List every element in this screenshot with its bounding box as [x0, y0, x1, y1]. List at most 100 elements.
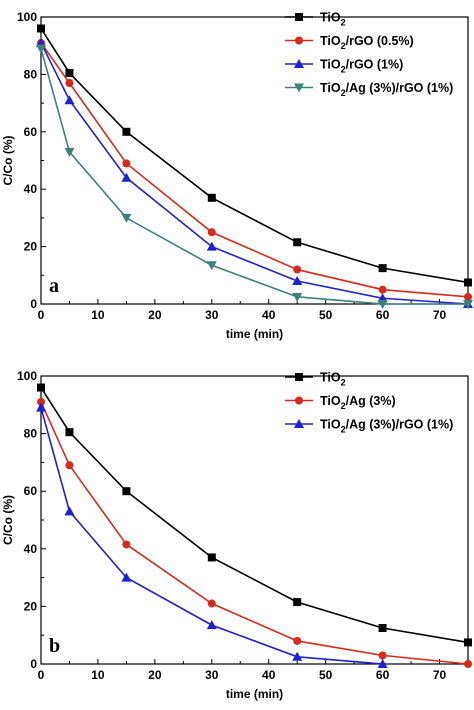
data-point [122, 127, 131, 136]
data-point [37, 397, 45, 406]
data-point [36, 44, 46, 54]
plot-frame [40, 16, 469, 305]
data-point [293, 265, 302, 274]
data-point [206, 620, 217, 630]
series-line [40, 28, 469, 284]
data-point [293, 636, 302, 645]
series [36, 37, 473, 308]
y-tick-label: 40 [24, 542, 38, 556]
x-axis-label: time (min) [226, 687, 283, 701]
legend-label-rest: /Ag (3%)/rGO (1%) [346, 418, 454, 432]
legend-label-main: TiO [320, 394, 341, 408]
y-tick-label: 20 [24, 599, 38, 613]
data-point [464, 292, 472, 301]
x-tick-label: 40 [262, 308, 276, 322]
data-point [36, 402, 46, 412]
series-line [40, 407, 383, 665]
data-point [464, 278, 472, 287]
legend-entry: TiO2/rGO (1%) [285, 58, 403, 75]
data-point [37, 24, 45, 33]
legend-label-main: TiO [320, 418, 341, 432]
legend-label: TiO2/rGO (0.5%) [320, 34, 414, 51]
legend-marker [294, 419, 304, 428]
y-tick-label: 40 [24, 182, 38, 196]
data-point [378, 285, 387, 294]
series [36, 44, 473, 309]
y-tick-label: 0 [30, 657, 37, 671]
series [37, 397, 472, 668]
legend-marker [295, 373, 303, 381]
legend-marker [295, 396, 303, 405]
data-point [378, 624, 387, 632]
legend-label-rest: /Ag (3%) [346, 394, 396, 408]
data-point [206, 261, 217, 271]
legend-label-subscript: 2 [341, 41, 346, 51]
legend-label: TiO2 [320, 11, 346, 28]
legend-label-main: TiO [320, 371, 341, 385]
series-line [40, 401, 469, 665]
x-tick-label: 70 [433, 308, 447, 322]
data-point [122, 540, 131, 549]
data-point [206, 241, 217, 251]
x-tick-label: 0 [38, 668, 45, 682]
data-point [207, 553, 216, 562]
data-point [64, 95, 75, 105]
legend-entry: TiO2/Ag (3%)/rGO (1%) [285, 418, 453, 435]
y-tick-label: 80 [24, 427, 38, 441]
panel-a: 0 10 20 30 40 50 60 70 0 20 40 60 80 100 time (min) C/C… [1, 10, 473, 341]
legend-label-main: TiO [320, 81, 341, 95]
data-point [463, 300, 473, 309]
series [37, 38, 472, 301]
x-tick-label: 70 [433, 668, 447, 682]
legend-label: TiO2 [320, 371, 346, 388]
data-point [65, 428, 74, 437]
y-tick-label: 0 [30, 297, 37, 311]
panel-b: 0 10 20 30 40 50 60 70 0 20 40 60 80 100 time (min) C/C… [1, 369, 472, 701]
x-tick-label: 60 [376, 308, 390, 322]
legend-label-rest: /rGO (1%) [346, 58, 404, 72]
legend-marker [294, 59, 304, 68]
legend-label: TiO2/Ag (3%)/rGO (1%) [320, 418, 453, 435]
legend-entry: TiO2/rGO (0.5%) [285, 34, 414, 51]
legend-label-main: TiO [320, 34, 341, 48]
legend-label-subscript: 2 [341, 401, 346, 411]
x-axis-label: time (min) [226, 327, 283, 341]
legend-label-subscript: 2 [341, 88, 346, 98]
data-point [65, 68, 74, 77]
panel-letter: b [49, 635, 60, 657]
x-tick-label: 40 [262, 668, 276, 682]
legend-marker [294, 83, 304, 93]
x-tick-label: 50 [319, 308, 333, 322]
data-point [121, 213, 132, 223]
legend-label-subscript: 2 [341, 425, 346, 435]
x-tick-label: 0 [38, 308, 45, 322]
y-tick-label: 20 [24, 240, 38, 254]
data-point [292, 651, 303, 661]
y-axis-label: C/Co (%) [1, 136, 15, 186]
panel-letter: a [49, 275, 59, 297]
data-point [377, 659, 388, 668]
data-point [64, 147, 75, 157]
data-point [37, 383, 45, 392]
data-point [121, 572, 132, 582]
x-tick-label: 20 [148, 308, 162, 322]
y-tick-label: 80 [24, 67, 38, 81]
x-tick-label: 20 [148, 668, 162, 682]
legend-label-main: TiO [320, 58, 341, 72]
data-point [292, 292, 303, 302]
legend-label-subscript: 2 [341, 65, 346, 75]
data-point [121, 172, 132, 182]
x-tick-label: 10 [91, 668, 105, 682]
y-tick-label: 60 [24, 484, 38, 498]
data-point [464, 660, 472, 668]
legend-marker [295, 13, 303, 21]
series [37, 24, 472, 287]
legend-entry: TiO2 [285, 11, 346, 28]
data-point [65, 79, 74, 88]
data-point [207, 193, 216, 202]
data-point [378, 264, 387, 273]
data-point [207, 599, 216, 608]
